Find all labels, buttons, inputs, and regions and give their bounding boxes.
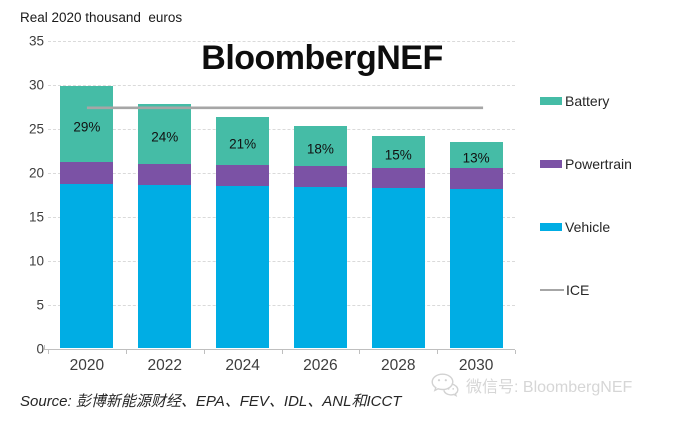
y-tick-label: 35 — [28, 33, 44, 49]
bar-segment-vehicle — [216, 185, 270, 349]
y-tick-label: 20 — [28, 165, 44, 181]
x-tick-label: 2022 — [147, 356, 182, 374]
axis-tick — [48, 349, 49, 354]
bar-segment-powertrain — [371, 167, 425, 188]
bar-segment-battery — [138, 104, 192, 164]
grid-line — [48, 128, 515, 130]
bar-segment-vehicle — [449, 188, 503, 349]
bar-segment-powertrain — [60, 162, 114, 185]
bar-segment-vehicle — [60, 184, 114, 349]
axis-tick — [515, 349, 516, 354]
y-tick-label: 0 — [36, 341, 44, 357]
bar-segment-vehicle — [293, 186, 347, 349]
x-tick-label: 2020 — [69, 356, 105, 374]
grid-line — [48, 41, 515, 42]
axis-tick — [125, 349, 127, 354]
watermark: 微信号: BloombergNEF — [430, 372, 632, 398]
grid-line — [48, 172, 515, 174]
axis-tick — [437, 349, 439, 354]
y-tick-label: 5 — [36, 297, 44, 313]
axis-unit-note: Real 2020 thousand euros — [20, 10, 183, 25]
axis-origin-tick — [44, 344, 45, 349]
x-tick-label: 2024 — [225, 356, 260, 374]
x-tick-label: 2030 — [458, 356, 494, 374]
x-tick-label: 2026 — [303, 356, 338, 374]
grid-line — [48, 216, 515, 218]
bar-segment-powertrain — [293, 165, 347, 187]
y-tick-label: 30 — [28, 77, 44, 93]
grid-line — [48, 260, 515, 262]
bar-label: 18% — [306, 141, 334, 157]
watermark-text: 微信号: BloombergNEF — [466, 379, 633, 396]
bar-segment-powertrain — [449, 168, 503, 189]
bar-segment-battery — [216, 116, 270, 165]
y-tick-label: 15 — [28, 209, 44, 225]
grid-line — [48, 84, 515, 86]
axis-tick — [203, 349, 205, 354]
bar-label: 15% — [384, 147, 412, 163]
y-tick-label: 10 — [28, 253, 44, 269]
wechat-icon — [431, 373, 459, 398]
bar-label: 24% — [151, 129, 179, 145]
bar-segment-vehicle — [138, 185, 192, 349]
x-axis-line — [44, 348, 515, 350]
x-tick-label: 2028 — [381, 356, 416, 374]
bar-segment-powertrain — [138, 164, 192, 186]
y-tick-label: 25 — [28, 121, 44, 137]
bar-segment-battery — [449, 142, 503, 169]
bar-label: 21% — [229, 136, 257, 152]
bar-segment-battery — [371, 135, 425, 168]
bar-segment-battery — [293, 126, 347, 166]
source-note: Source: 彭博新能源财经、EPA、FEV、IDL、ANL和ICCT — [20, 393, 402, 410]
axis-tick — [281, 349, 283, 354]
chart-title: BloombergNEF — [201, 39, 443, 77]
bar-label: 13% — [462, 150, 490, 166]
bar-segment-powertrain — [216, 164, 270, 186]
axis-tick — [359, 349, 361, 354]
grid-line — [48, 304, 515, 306]
bar-segment-battery — [60, 85, 114, 163]
bar-segment-vehicle — [371, 187, 425, 349]
bar-label: 29% — [73, 119, 101, 135]
